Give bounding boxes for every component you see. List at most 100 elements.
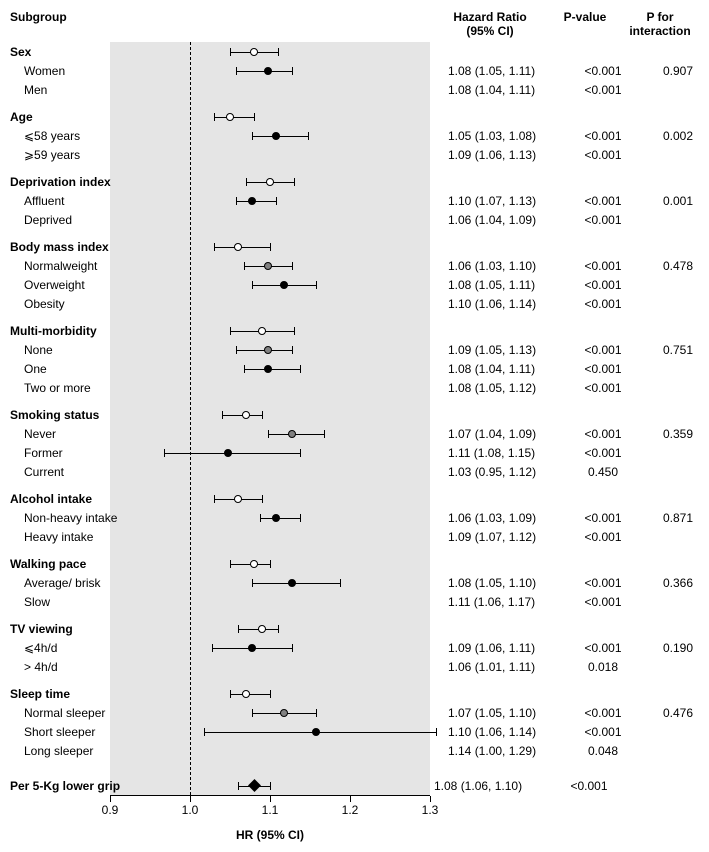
header-pvalue: P-value — [550, 10, 620, 38]
row-plot — [124, 638, 444, 657]
marker-open — [258, 327, 266, 335]
marker-filled — [312, 728, 320, 736]
row-plot — [124, 145, 444, 164]
row-plot — [124, 378, 444, 397]
forest-plot: Subgroup Hazard Ratio (95% CI) P-value P… — [10, 10, 709, 842]
row-plot — [124, 275, 444, 294]
marker-filled — [224, 449, 232, 457]
marker-filled — [272, 514, 280, 522]
pvalue-cell: <0.001 — [568, 129, 638, 143]
row-plot — [124, 256, 444, 275]
row-label: Alcohol intake — [10, 492, 110, 506]
sub-row: Two or more1.08 (1.05, 1.12)<0.001 — [10, 378, 709, 397]
hazard-ratio-cell: 1.03 (0.95, 1.12) — [444, 465, 568, 479]
hazard-ratio-cell: 1.08 (1.04, 1.11) — [444, 362, 568, 376]
row-plot — [124, 126, 444, 145]
sub-row: Affluent1.10 (1.07, 1.13)<0.0010.001 — [10, 191, 709, 210]
pvalue-cell: <0.001 — [568, 530, 638, 544]
pvalue-cell: 0.450 — [568, 465, 638, 479]
row-label: Normal sleeper — [10, 706, 124, 720]
group-row: Multi-morbidity — [10, 321, 709, 340]
row-label: Normalweight — [10, 259, 124, 273]
marker-open — [234, 495, 242, 503]
pvalue-cell: <0.001 — [568, 343, 638, 357]
group-row: Alcohol intake — [10, 489, 709, 508]
x-axis-title: HR (95% CI) — [110, 828, 430, 842]
row-label: Slow — [10, 595, 124, 609]
sub-row: Men1.08 (1.04, 1.11)<0.001 — [10, 80, 709, 99]
row-plot — [124, 80, 444, 99]
sub-row: ⩽4h/d1.09 (1.06, 1.11)<0.0010.190 — [10, 638, 709, 657]
sub-row: Short sleeper1.10 (1.06, 1.14)<0.001 — [10, 722, 709, 741]
hazard-ratio-cell: 1.11 (1.06, 1.17) — [444, 595, 568, 609]
row-label: Current — [10, 465, 124, 479]
hazard-ratio-cell: 1.14 (1.00, 1.29) — [444, 744, 568, 758]
hazard-ratio-cell: 1.07 (1.04, 1.09) — [444, 427, 568, 441]
row-label: Deprivation index — [10, 175, 110, 189]
pvalue-cell: <0.001 — [568, 64, 638, 78]
hazard-ratio-cell: 1.07 (1.05, 1.10) — [444, 706, 568, 720]
row-label: Affluent — [10, 194, 124, 208]
row-plot — [124, 210, 444, 229]
group-row: TV viewing — [10, 619, 709, 638]
row-label: TV viewing — [10, 622, 110, 636]
group-row: Sex — [10, 42, 709, 61]
group-row: Body mass index — [10, 237, 709, 256]
row-plot — [124, 741, 444, 760]
hazard-ratio-cell: 1.09 (1.05, 1.13) — [444, 343, 568, 357]
pvalue-cell: <0.001 — [568, 297, 638, 311]
hazard-ratio-cell: 1.10 (1.06, 1.14) — [444, 297, 568, 311]
hazard-ratio-cell: 1.09 (1.06, 1.13) — [444, 148, 568, 162]
tick-label: 1.3 — [422, 803, 439, 817]
pvalue-cell: <0.001 — [568, 278, 638, 292]
group-row: Walking pace — [10, 554, 709, 573]
pinteraction-cell: 0.871 — [638, 511, 709, 525]
group-row: Smoking status — [10, 405, 709, 424]
row-label: Body mass index — [10, 240, 110, 254]
row-label: Average/ brisk — [10, 576, 124, 590]
row-plot — [110, 684, 430, 703]
group-row: Sleep time — [10, 684, 709, 703]
sub-row: Heavy intake 1.09 (1.07, 1.12)<0.001 — [10, 527, 709, 546]
marker-open — [242, 690, 250, 698]
row-label: Former — [10, 446, 124, 460]
pvalue-cell: <0.001 — [568, 725, 638, 739]
row-label: Obesity — [10, 297, 124, 311]
row-plot — [124, 703, 444, 722]
sub-row: Average/ brisk1.08 (1.05, 1.10)<0.0010.3… — [10, 573, 709, 592]
marker-open — [226, 113, 234, 121]
row-label: Men — [10, 83, 124, 97]
header-pinteraction: P for interaction — [620, 10, 700, 38]
sub-row: ⩽58 years1.05 (1.03, 1.08)<0.0010.002 — [10, 126, 709, 145]
row-plot — [124, 424, 444, 443]
header-hr: Hazard Ratio (95% CI) — [430, 10, 550, 38]
pvalue-cell: <0.001 — [568, 381, 638, 395]
marker-filled — [280, 281, 288, 289]
row-label: Deprived — [10, 213, 124, 227]
pinteraction-cell: 0.366 — [638, 576, 709, 590]
pinteraction-cell: 0.751 — [638, 343, 709, 357]
marker-filled — [288, 579, 296, 587]
row-plot — [124, 508, 444, 527]
sub-row: Current 1.03 (0.95, 1.12)0.450 — [10, 462, 709, 481]
sub-row: Long sleeper1.14 (1.00, 1.29)0.048 — [10, 741, 709, 760]
sub-row: Overweight1.08 (1.05, 1.11)<0.001 — [10, 275, 709, 294]
row-label: > 4h/d — [10, 660, 124, 674]
header-row: Subgroup Hazard Ratio (95% CI) P-value P… — [10, 10, 709, 38]
x-axis: 0.91.01.11.21.3 — [110, 795, 430, 824]
row-label: Two or more — [10, 381, 124, 395]
tick-label: 0.9 — [102, 803, 119, 817]
row-plot — [124, 527, 444, 546]
marker-filled — [264, 365, 272, 373]
hazard-ratio-cell: 1.10 (1.06, 1.14) — [444, 725, 568, 739]
sub-row: Normalweight1.06 (1.03, 1.10)<0.0010.478 — [10, 256, 709, 275]
row-label: None — [10, 343, 124, 357]
marker-open — [234, 243, 242, 251]
row-label: Multi-morbidity — [10, 324, 110, 338]
row-label: Heavy intake — [10, 530, 124, 544]
row-plot — [110, 42, 430, 61]
hazard-ratio-cell: 1.08 (1.04, 1.11) — [444, 83, 568, 97]
row-label: Per 5-Kg lower grip — [10, 779, 110, 793]
hazard-ratio-cell: 1.09 (1.07, 1.12) — [444, 530, 568, 544]
row-plot — [124, 61, 444, 80]
